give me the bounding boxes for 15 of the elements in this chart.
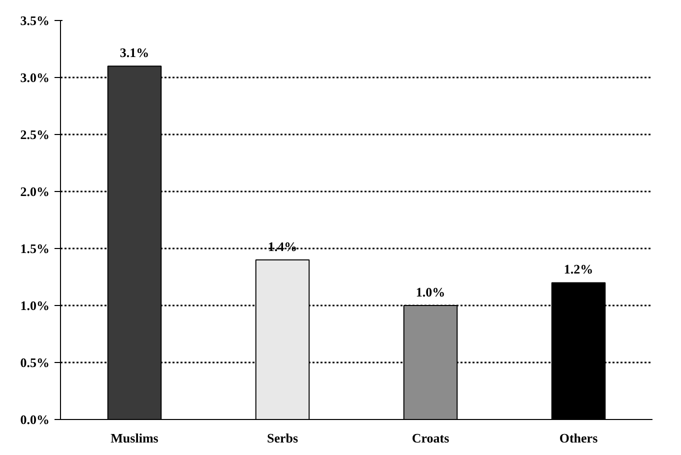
x-tick-label: Serbs (266, 430, 298, 446)
y-tick-label: 2.0% (20, 184, 50, 199)
x-tick-label: Others (559, 430, 598, 446)
y-tick-label: 0.0% (20, 412, 50, 427)
y-tick-label: 3.5% (20, 13, 50, 28)
y-tick-label: 1.5% (20, 241, 50, 256)
y-tick-label: 3.0% (20, 70, 50, 85)
data-label: 1.2% (564, 262, 594, 277)
y-tick-label: 2.5% (20, 127, 50, 142)
y-tick-label: 1.0% (20, 298, 50, 313)
x-tick-label: Croats (412, 430, 450, 446)
x-tick-label: Muslims (110, 430, 158, 446)
data-label: 1.0% (416, 284, 446, 300)
y-tick-label: 0.5% (20, 355, 50, 370)
data-label: 3.1% (120, 45, 150, 60)
